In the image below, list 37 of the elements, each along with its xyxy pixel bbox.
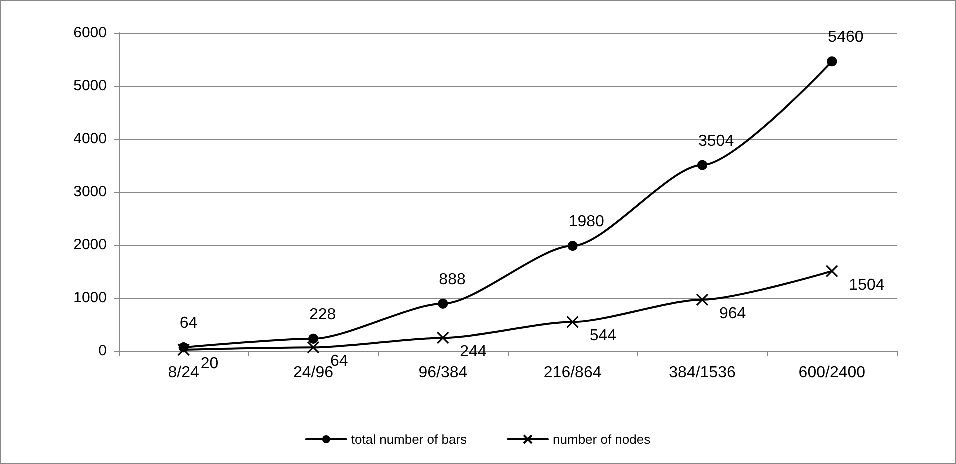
legend-label: number of nodes	[553, 432, 652, 447]
legend-label: total number of bars	[351, 432, 468, 447]
y-tick-label: 4000	[74, 130, 107, 148]
y-tick-label: 1000	[74, 290, 107, 306]
point	[178, 344, 190, 356]
y-tick-label: 5000	[74, 78, 107, 94]
x-tick-label: 24/96	[293, 364, 334, 382]
point	[436, 332, 450, 344]
point	[568, 241, 578, 252]
point	[307, 341, 320, 354]
point	[827, 56, 838, 67]
data-label: 244	[460, 344, 487, 361]
data-label: 64	[180, 315, 198, 332]
data-label: 544	[590, 328, 617, 345]
point	[566, 316, 580, 328]
data-label: 3504	[698, 132, 734, 150]
point	[308, 334, 318, 344]
point	[698, 160, 708, 170]
data-label: 1504	[849, 276, 885, 294]
x-tick-label: 216/864	[544, 364, 602, 382]
x-tick-label: 96/384	[418, 364, 468, 382]
y-tick-label: 6000	[74, 24, 107, 42]
y-tick-label: 3000	[74, 184, 107, 200]
data-label: 228	[310, 306, 336, 324]
x-tick-label: 600/2400	[798, 364, 866, 382]
point	[826, 264, 838, 278]
y-tick-label: 0	[98, 342, 107, 360]
data-label: 5460	[828, 29, 864, 46]
x-tick-label: 384/1536	[669, 364, 736, 382]
x-tick-label: 8/24	[168, 364, 200, 382]
data-label: 888	[439, 271, 466, 288]
data-label: 964	[720, 305, 746, 322]
data-label: 1980	[568, 214, 605, 231]
point	[696, 294, 709, 306]
point	[438, 298, 448, 309]
data-label: 20	[200, 355, 219, 372]
y-tick-label: 2000	[74, 236, 107, 254]
